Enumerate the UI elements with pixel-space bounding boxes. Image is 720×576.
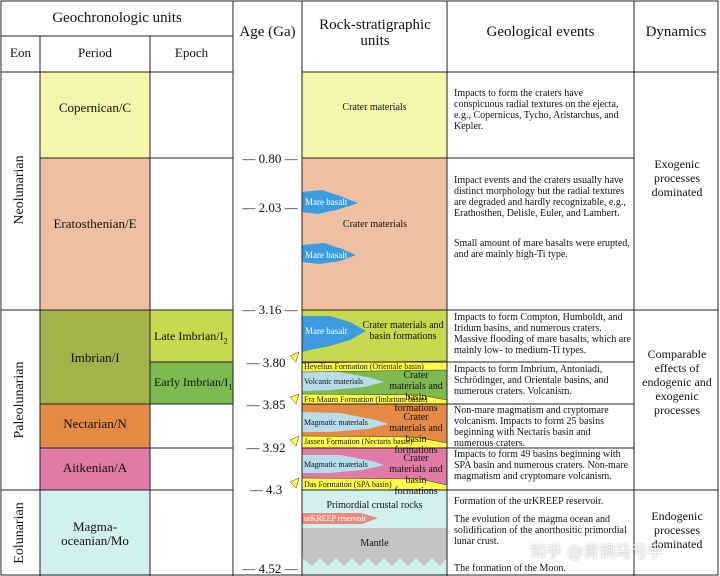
rock-label-copernican-crater: Crater materials [342, 102, 407, 113]
eon-neolunarian: Neolunarian [12, 155, 27, 225]
event-magma-1: Formation of the urKREEP reservoir. [454, 496, 604, 507]
event-magma-3: The formation of the Moon. [454, 563, 566, 574]
period-aitkenian: Aitkenian/A [62, 460, 128, 475]
eratosthenian-fill [40, 158, 150, 310]
magmatic-blob-2 [302, 455, 384, 473]
header-geochronologic-units: Geochronologic units [52, 9, 182, 26]
epoch-late-imbrian: Late Imbrian/I2 [154, 329, 234, 348]
rock-label-mare-basalt-2: Mare basalt [305, 250, 348, 260]
rock-eratosthenian-fill [302, 158, 447, 310]
rock-label-hevelius: Hevelius Formation (Orientale basin) [304, 362, 424, 371]
header-epoch: Epoch [174, 45, 209, 60]
event-eratosthenian-2: Small amount of mare basalts were erupte… [454, 238, 630, 260]
boundary-flag-1 [289, 351, 300, 363]
rock-label-primordial: Primordial crustal rocks [326, 500, 423, 511]
age-4-52: — 4.52 — [242, 561, 298, 576]
rock-label-mare-basalt-3: Mare basalt [305, 326, 348, 336]
event-aitkenian: Impacts to form 49 basins beginning with… [454, 449, 629, 482]
rock-label-eratosthenian-crater: Crater materials [342, 219, 408, 230]
age-3-16: — 3.16 — [242, 302, 298, 317]
mare-basalt-blob-3 [302, 316, 366, 352]
rock-label-early-imbrian-crater-basin: Crater materials and basin formations [389, 370, 443, 414]
rock-label-urkreep: urKREEP reservoir [304, 514, 367, 523]
rock-label-nectarian-crater-basin: Crater materials and basin formations [389, 412, 443, 456]
period-magma-oceanian: Magma-oceanian/Mo [61, 519, 129, 548]
copernican-fill [40, 72, 150, 158]
period-nectarian: Nectarian/N [63, 416, 127, 431]
rock-label-magmatic-1: Magmatic materials [304, 418, 368, 427]
age-2-03: — 2.03 — [242, 200, 298, 215]
age-3-92: — 3.92 [246, 440, 286, 455]
rock-label-fra-mauro: Fra Mauro Formation (Imbrium basin) [304, 395, 428, 404]
rock-label-magmatic-2: Magmatic materials [304, 460, 368, 469]
age-3-80: — 3.80 [246, 355, 286, 370]
rock-label-late-imbrian-crater-basin: Crater materials and basin formations [362, 320, 444, 342]
eon-paleolunarian: Paleolunarian [12, 361, 27, 439]
dynamics-exogenic: Exogenic processes dominated [651, 157, 703, 199]
rock-label-mare-basalt-1: Mare basalt [305, 197, 348, 207]
header-rock-units: Rock-stratigraphic units [319, 17, 431, 49]
rock-label-jansen: Jassen Formation (Nectaris basin) [304, 437, 413, 446]
magmatic-blob-1 [302, 412, 388, 432]
header-geological-events: Geological events [486, 23, 595, 40]
volcanic-blob [302, 372, 384, 391]
magma-oceanian-fill [40, 490, 150, 576]
period-imbrian: Imbrian/I [70, 350, 120, 365]
rock-copernican-fill [302, 72, 447, 158]
rock-label-aitkenian-crater-basin: Crater materials and basin formations [389, 453, 443, 497]
epoch-early-imbrian: Early Imbrian/I1 [154, 375, 234, 394]
period-eratosthenian: Eratosthenian/E [53, 216, 137, 231]
boundary-flag-2 [289, 393, 300, 405]
mare-basalt-blob-1 [302, 190, 358, 214]
epoch-late-imbrian-sub: 2 [223, 336, 228, 346]
event-late-imbrian: Impacts to form Compton, Humboldt, and I… [454, 312, 631, 356]
eon-eolunarian: Eolunarian [12, 502, 27, 564]
event-magma-2: The evolution of the magma ocean and sol… [454, 514, 627, 547]
rock-label-mantle: Mantle [360, 538, 389, 549]
header-dynamics: Dynamics [645, 23, 707, 40]
boundary-flag-4 [289, 477, 300, 489]
header-period: Period [78, 45, 112, 60]
age-3-85: — 3.85 [246, 397, 286, 412]
event-eratosthenian-1: Impact events and the craters usually ha… [454, 175, 626, 219]
late-imbrian-fill [150, 310, 233, 362]
rock-label-volcanic: Volcanic materials [304, 377, 364, 386]
mantle-zigzag [302, 528, 447, 566]
imbrian-fill [40, 310, 150, 404]
event-nectarian: Non-mare magmatism and cryptomare volcan… [454, 405, 609, 449]
event-copernican: Impacts to form the craters have conspic… [454, 88, 619, 132]
header-eon: Eon [10, 45, 31, 60]
dynamics-comparable: Comparable effects of endogenic and exog… [642, 347, 712, 417]
nectarian-fill [40, 404, 150, 448]
epoch-early-imbrian-sub: 1 [228, 382, 233, 392]
dynamics-endogenic: Endogenic processes dominated [651, 509, 703, 551]
mare-basalt-blob-2 [302, 243, 356, 264]
age-0-80: — 0.80 — [242, 151, 298, 166]
early-imbrian-fill [150, 362, 233, 404]
age-4-3: — 4.3 [249, 482, 283, 497]
rock-label-das: Das Formation (SPA basin) [304, 480, 392, 489]
urkreep-band [302, 513, 378, 524]
watermark: 知乎 @青铜马亏手 [530, 542, 664, 561]
epoch-late-imbrian-label: Late Imbrian/I [154, 329, 224, 343]
event-early-imbrian: Impacts to form Imbrium, Antoniadi, Schr… [454, 364, 609, 397]
boundary-flag-3 [289, 435, 300, 447]
epoch-early-imbrian-label: Early Imbrian/I [154, 375, 229, 389]
period-copernican: Copernican/C [58, 100, 132, 115]
header-age: Age (Ga) [239, 23, 296, 40]
aitkenian-fill [40, 448, 150, 490]
